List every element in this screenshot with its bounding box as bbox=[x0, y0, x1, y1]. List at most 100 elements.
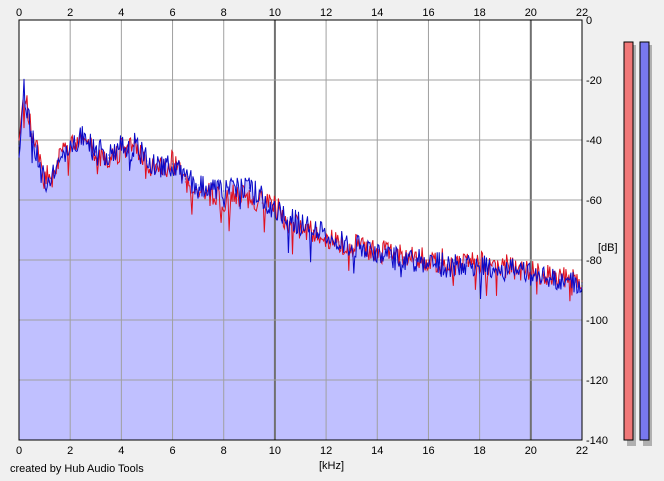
series-2-point bbox=[23, 91, 25, 93]
series-2-point bbox=[440, 262, 442, 264]
y-tick-label: -20 bbox=[586, 75, 602, 87]
x-axis-label: [kHz] bbox=[319, 460, 344, 472]
series-2-point bbox=[248, 187, 250, 189]
series-2-point bbox=[184, 178, 186, 180]
x-tick-label-bottom: 22 bbox=[576, 445, 588, 457]
credit-text: created by Hub Audio Tools bbox=[10, 463, 144, 475]
x-tick-label-bottom: 10 bbox=[269, 445, 281, 457]
x-tick-label-top: 16 bbox=[422, 7, 434, 19]
x-tick-label-bottom: 2 bbox=[67, 445, 73, 457]
series-2-point bbox=[517, 271, 519, 273]
y-tick-label: -140 bbox=[586, 435, 608, 447]
series-1-point bbox=[504, 265, 506, 267]
series-2-point bbox=[568, 280, 570, 282]
series-1-point bbox=[300, 226, 301, 228]
series-1-point bbox=[261, 202, 263, 204]
series-2-point bbox=[31, 139, 33, 141]
x-tick-label-bottom: 20 bbox=[525, 445, 537, 457]
series-2-point bbox=[415, 259, 417, 261]
x-tick-label-bottom: 0 bbox=[16, 445, 22, 457]
series-2-point bbox=[274, 208, 276, 210]
x-tick-label-top: 18 bbox=[474, 7, 486, 19]
series-2-point bbox=[82, 136, 84, 138]
series-2-point bbox=[133, 142, 135, 144]
series-2-point bbox=[159, 166, 161, 168]
x-tick-label-top: 0 bbox=[16, 7, 22, 19]
series-2-point bbox=[95, 148, 97, 150]
series-2-point bbox=[581, 283, 583, 285]
series-2-point bbox=[338, 241, 340, 243]
series-1-point bbox=[427, 259, 429, 261]
series-2-point bbox=[530, 274, 532, 276]
y-tick-label: -120 bbox=[586, 375, 608, 387]
x-tick-label-bottom: 6 bbox=[169, 445, 175, 457]
y-tick-label: -100 bbox=[586, 315, 608, 327]
series-2-point bbox=[261, 196, 263, 198]
y-tick-label: 0 bbox=[586, 15, 592, 27]
series-2-point bbox=[351, 244, 353, 246]
x-tick-label-top: 12 bbox=[320, 7, 332, 19]
x-tick-label-bottom: 16 bbox=[422, 445, 434, 457]
series-2-point bbox=[210, 187, 212, 189]
series-1-point bbox=[543, 274, 545, 276]
series-2-point bbox=[56, 163, 58, 165]
series-2-point bbox=[389, 256, 391, 258]
series-1-point bbox=[479, 262, 481, 264]
series-1-point bbox=[248, 199, 250, 201]
series-1-point bbox=[184, 181, 186, 183]
series-2-point bbox=[44, 181, 46, 183]
series-1-point bbox=[18, 139, 20, 141]
y-tick-label: -60 bbox=[586, 195, 602, 207]
series-1-point bbox=[172, 160, 174, 162]
series-1-point bbox=[389, 253, 391, 255]
x-tick-label-top: 22 bbox=[576, 7, 588, 19]
x-tick-label-bottom: 14 bbox=[371, 445, 383, 457]
series-1-point bbox=[568, 277, 570, 279]
x-tick-label-top: 4 bbox=[118, 7, 124, 19]
series-2-point bbox=[197, 184, 199, 186]
series-2-point bbox=[312, 229, 314, 231]
series-2-point bbox=[287, 217, 289, 219]
series-2-point bbox=[453, 265, 455, 267]
series-2-point bbox=[491, 268, 493, 270]
x-tick-label-top: 20 bbox=[525, 7, 537, 19]
x-tick-label-top: 10 bbox=[269, 7, 281, 19]
x-tick-label-bottom: 8 bbox=[221, 445, 227, 457]
series-2-point bbox=[376, 250, 378, 252]
y-axis-label: [dB] bbox=[598, 242, 618, 254]
plot-border bbox=[18, 19, 583, 441]
series-1-point bbox=[95, 151, 97, 153]
series-2-point bbox=[466, 265, 468, 267]
series-2-point bbox=[108, 154, 110, 156]
x-tick-label-top: 6 bbox=[169, 7, 175, 19]
x-tick-label-top: 8 bbox=[221, 7, 227, 19]
x-tick-label-top: 2 bbox=[67, 7, 73, 19]
series-2-point bbox=[172, 163, 174, 165]
series-1-point bbox=[415, 256, 417, 258]
y-tick-label: -80 bbox=[586, 255, 602, 267]
series-2-point bbox=[18, 145, 20, 147]
series-2-point bbox=[479, 265, 481, 267]
level-meter-2 bbox=[639, 41, 650, 441]
series-2-point bbox=[543, 277, 545, 279]
x-tick-label-top: 14 bbox=[371, 7, 383, 19]
series-line-2 bbox=[18, 78, 583, 300]
series-1-point bbox=[581, 280, 583, 282]
series-1-point bbox=[453, 262, 455, 264]
x-tick-label-bottom: 4 bbox=[118, 445, 124, 457]
series-2-point bbox=[363, 247, 365, 249]
series-2-point bbox=[402, 259, 404, 261]
series-2-point bbox=[236, 184, 238, 186]
y-tick-label: -40 bbox=[586, 135, 602, 147]
series-2-point bbox=[69, 142, 71, 144]
series-1-point bbox=[108, 157, 110, 159]
series-1-point bbox=[555, 277, 557, 279]
series-1-point bbox=[491, 265, 493, 267]
series-2-point bbox=[504, 268, 506, 270]
series-2-point bbox=[223, 190, 225, 192]
series-1-point bbox=[517, 268, 519, 270]
series-2-point bbox=[555, 280, 557, 282]
level-meter-1 bbox=[623, 41, 634, 441]
series-2-point bbox=[120, 145, 122, 147]
